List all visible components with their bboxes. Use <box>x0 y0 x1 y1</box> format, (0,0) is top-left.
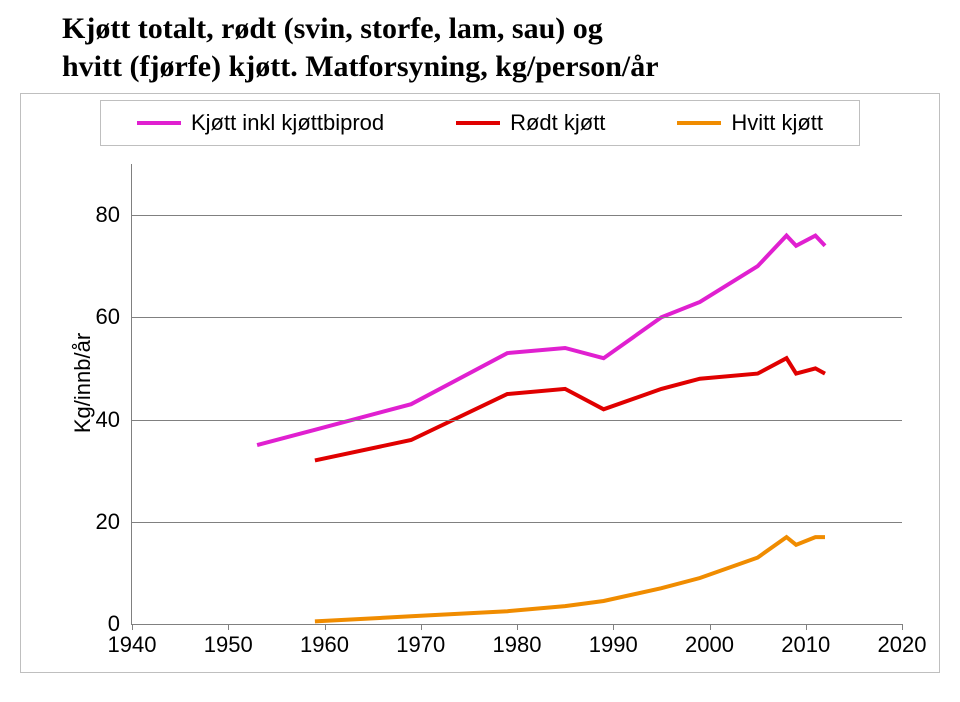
chart-frame: Kjøtt inkl kjøttbiprod Rødt kjøtt Hvitt … <box>20 93 940 673</box>
legend-swatch <box>456 121 500 125</box>
title-line-2: hvitt (fjørfe) kjøtt. Matforsyning, kg/p… <box>62 50 659 83</box>
legend-label: Hvitt kjøtt <box>731 110 823 136</box>
gridline <box>132 522 902 523</box>
plot-area: 0204060801940195019601970198019902000201… <box>131 164 902 625</box>
legend-item: Rødt kjøtt <box>456 110 605 136</box>
x-tick-label: 1990 <box>589 624 638 658</box>
x-tick-label: 2020 <box>878 624 927 658</box>
legend-swatch <box>677 121 721 125</box>
x-tick-label: 1980 <box>493 624 542 658</box>
y-tick-label: 20 <box>96 509 132 535</box>
legend-label: Kjøtt inkl kjøttbiprod <box>191 110 384 136</box>
gridline <box>132 215 902 216</box>
series-svg <box>132 164 902 624</box>
y-tick-label: 80 <box>96 202 132 228</box>
title-line-1: Kjøtt totalt, rødt (svin, storfe, lam, s… <box>62 12 603 45</box>
y-tick-label: 60 <box>96 304 132 330</box>
x-tick-label: 1940 <box>108 624 157 658</box>
x-tick-label: 2010 <box>781 624 830 658</box>
x-tick-label: 1960 <box>300 624 349 658</box>
x-tick-label: 1970 <box>396 624 445 658</box>
x-tick-label: 2000 <box>685 624 734 658</box>
chart-legend: Kjøtt inkl kjøttbiprod Rødt kjøtt Hvitt … <box>100 100 860 146</box>
gridline <box>132 420 902 421</box>
gridline <box>132 317 902 318</box>
y-axis-label: Kg/innb/år <box>70 333 96 433</box>
y-tick-label: 40 <box>96 407 132 433</box>
series-line <box>257 236 825 446</box>
legend-label: Rødt kjøtt <box>510 110 605 136</box>
page: Kjøtt totalt, rødt (svin, storfe, lam, s… <box>0 0 960 702</box>
x-tick-label: 1950 <box>204 624 253 658</box>
legend-item: Hvitt kjøtt <box>677 110 823 136</box>
series-line <box>315 537 825 621</box>
page-title: Kjøtt totalt, rødt (svin, storfe, lam, s… <box>62 10 940 85</box>
legend-item: Kjøtt inkl kjøttbiprod <box>137 110 384 136</box>
legend-swatch <box>137 121 181 125</box>
